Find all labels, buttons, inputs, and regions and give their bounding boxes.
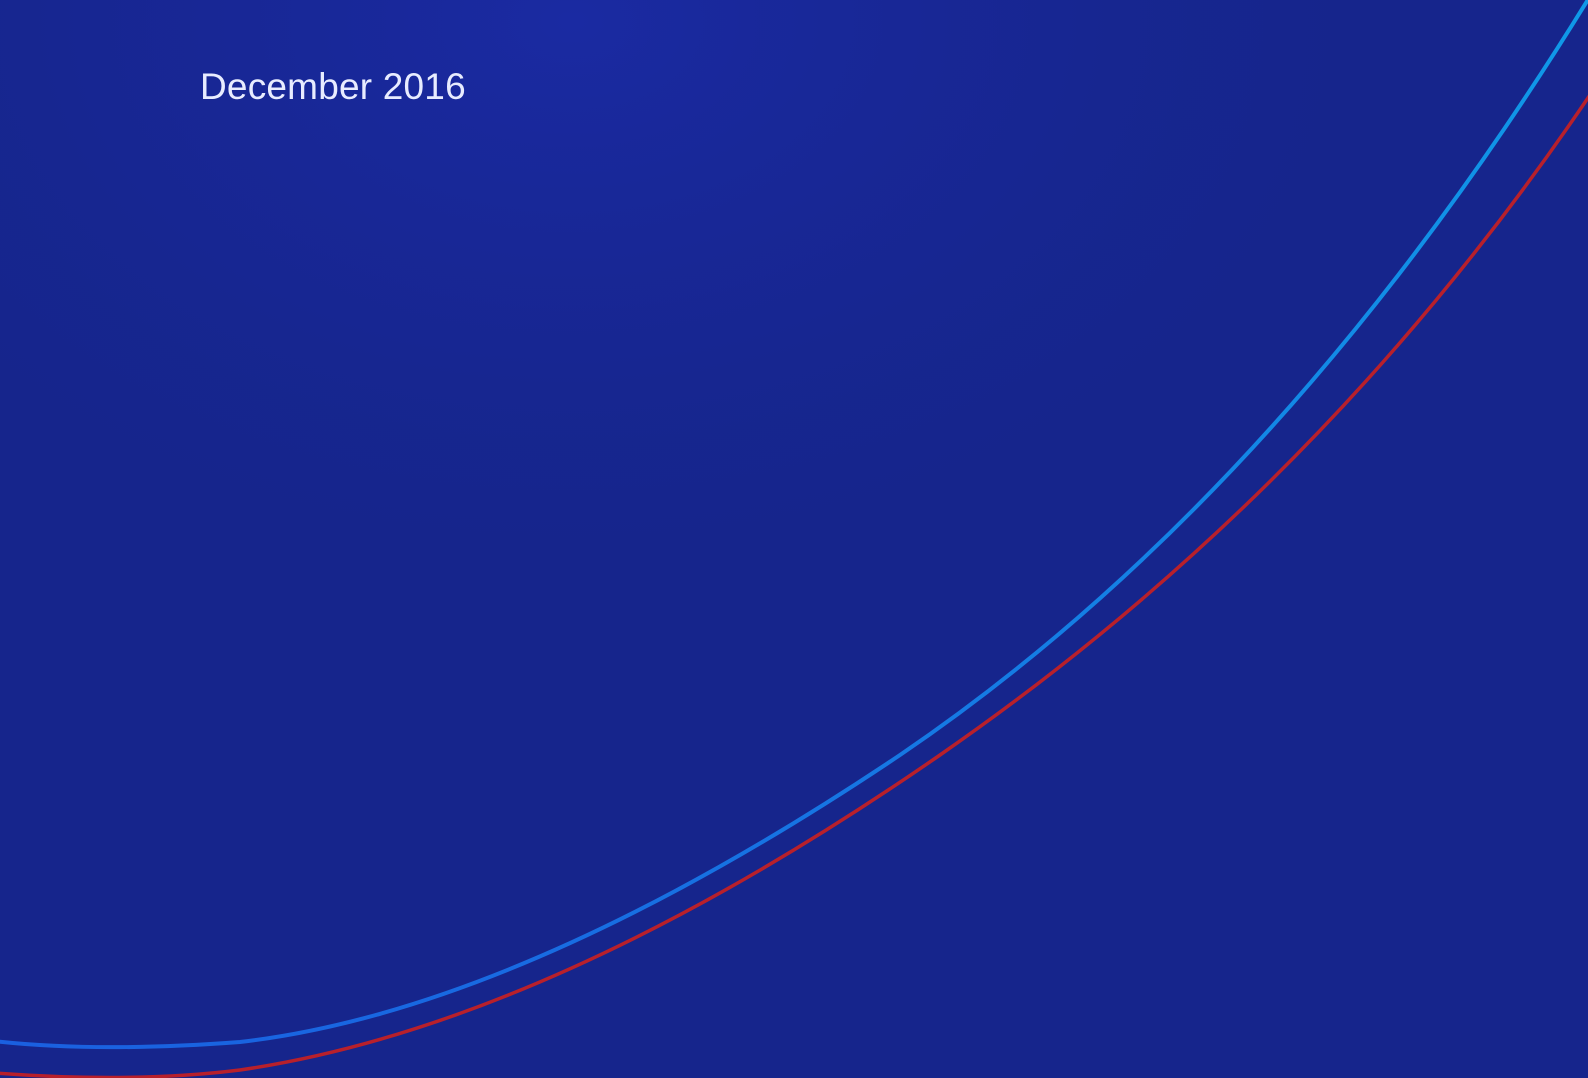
document-date: December 2016 bbox=[200, 66, 466, 107]
red-curve-line bbox=[0, 94, 1588, 1078]
blue-curve-line bbox=[0, 0, 1588, 1050]
